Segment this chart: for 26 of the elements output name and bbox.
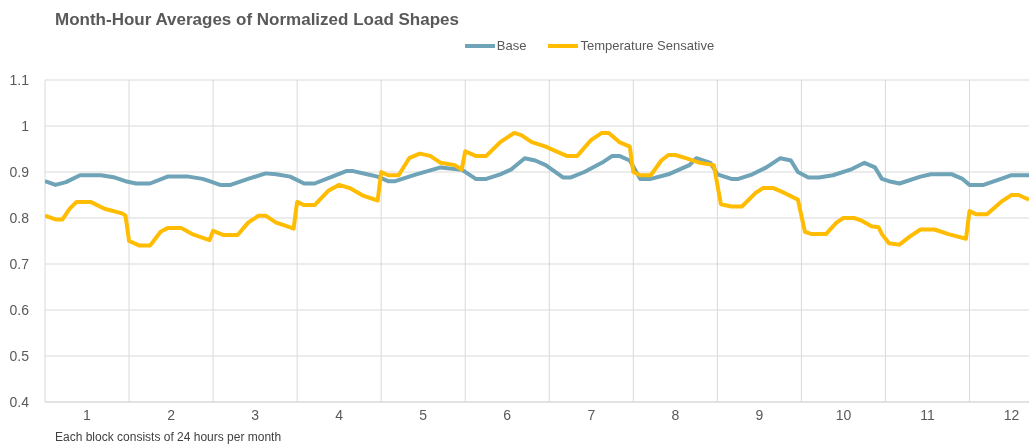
legend-label: Base: [496, 38, 527, 53]
y-tick-label: 0.9: [9, 163, 30, 180]
x-tick-label: 12: [1003, 406, 1020, 423]
y-tick-label: 1: [21, 117, 30, 134]
text: Each block consists of 24 hours per month: [55, 430, 282, 444]
line-series: [45, 130, 1029, 248]
x-tick-label: 5: [419, 406, 428, 423]
x-tick-label: 1: [83, 406, 92, 423]
x-tick-label: 6: [503, 406, 512, 423]
x-tick-label: 10: [835, 406, 852, 423]
x-tick-label: 8: [671, 406, 680, 423]
y-tick-label: 0.8: [9, 209, 30, 226]
x-tick-label: 4: [335, 406, 344, 423]
y-tick-label: 0.7: [9, 255, 30, 272]
x-tick-label: 7: [587, 406, 596, 423]
y-tick-label: 0.6: [9, 301, 30, 318]
x-tick-label: 11: [920, 406, 935, 423]
y-tick-label: 1.1: [9, 71, 30, 88]
legend-label: Temperature Sensative: [580, 38, 715, 53]
line-series: [45, 153, 1029, 187]
x-tick-label: 2: [167, 406, 176, 423]
x-tick-label: 9: [755, 406, 764, 423]
y-tick-label: 0.5: [9, 347, 30, 364]
x-tick-label: 3: [251, 406, 260, 423]
chart-title: Month-Hour Averages of Normalized Load Shapes: [55, 10, 459, 30]
y-tick-label: 0.4: [9, 393, 30, 410]
